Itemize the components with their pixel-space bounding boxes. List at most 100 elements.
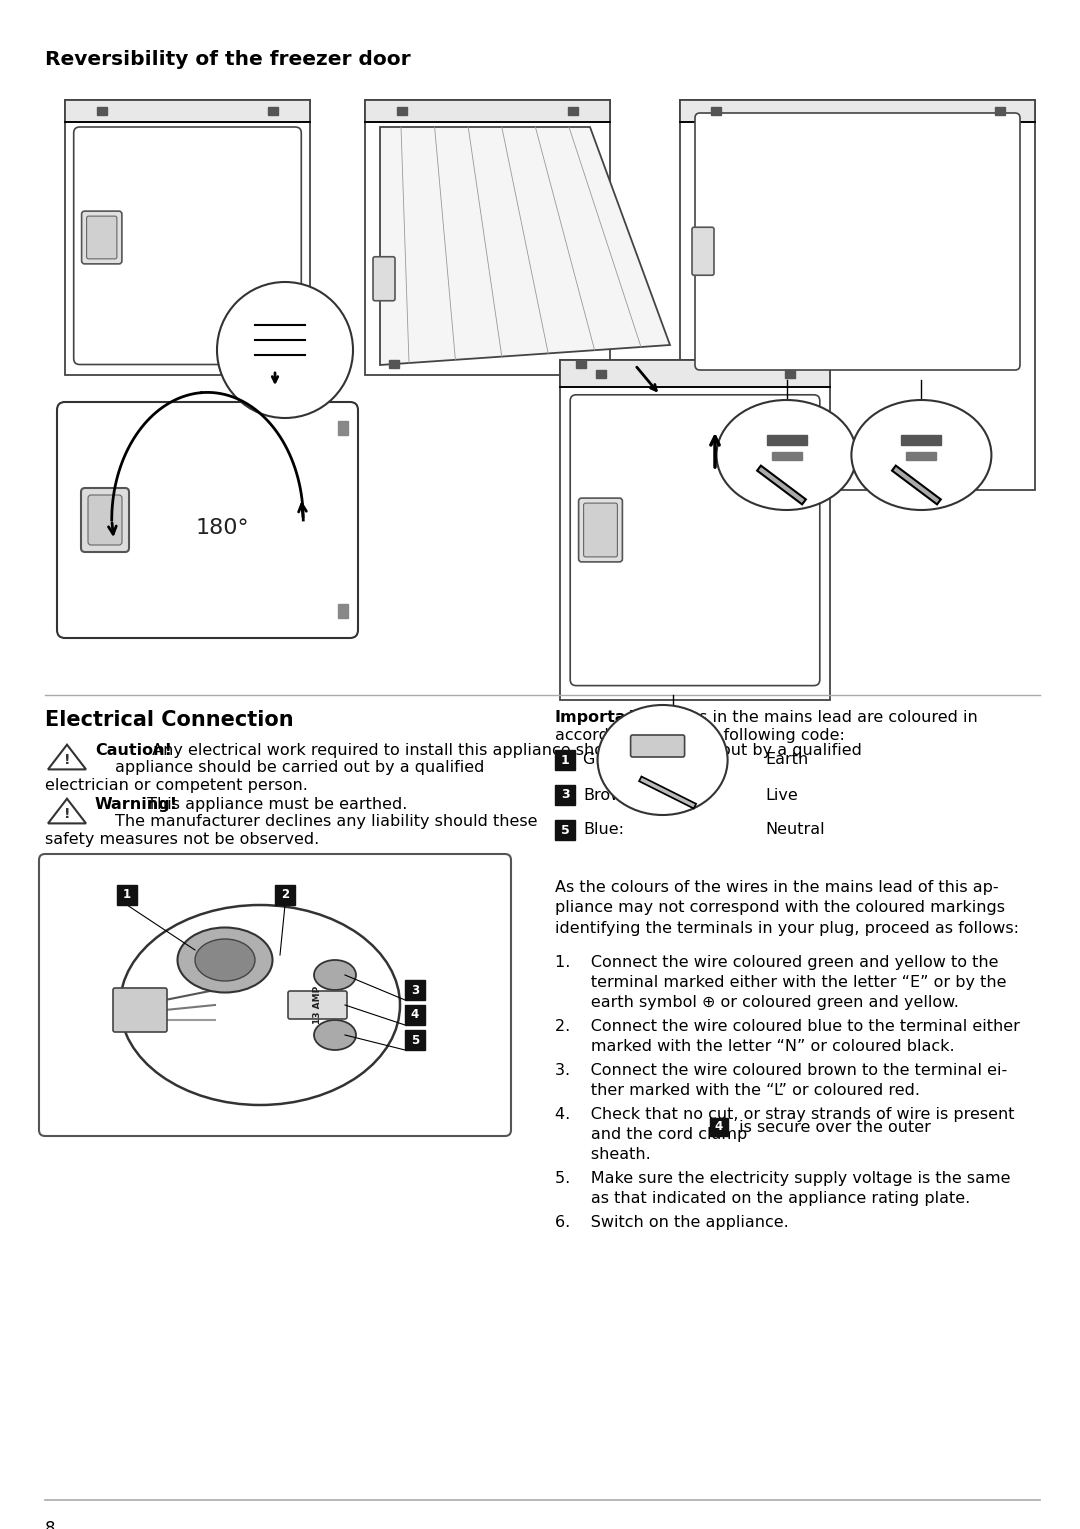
Text: accordance with the following code:: accordance with the following code: [555, 728, 845, 743]
FancyBboxPatch shape [73, 127, 301, 364]
Text: Live: Live [765, 787, 798, 803]
Bar [405, 1031, 426, 1050]
Text: 1: 1 [561, 754, 569, 766]
Text: 4: 4 [410, 1009, 419, 1021]
Ellipse shape [314, 960, 356, 989]
Bar [902, 434, 942, 445]
Text: !: ! [64, 752, 70, 768]
Polygon shape [380, 127, 670, 365]
Bar [405, 980, 426, 1000]
Bar [767, 434, 807, 445]
Bar [275, 885, 295, 905]
Bar [65, 99, 310, 122]
FancyBboxPatch shape [583, 503, 618, 557]
Bar [117, 885, 137, 905]
FancyBboxPatch shape [579, 498, 622, 561]
Text: Warning!: Warning! [95, 797, 178, 812]
Text: Reversibility of the freezer door: Reversibility of the freezer door [45, 50, 410, 69]
Text: 4.    Check that no cut, or stray strands of wire is present: 4. Check that no cut, or stray strands o… [555, 1107, 1014, 1122]
Bar [338, 604, 348, 618]
Text: 4: 4 [715, 1121, 724, 1133]
Bar [405, 1005, 426, 1024]
FancyBboxPatch shape [113, 988, 167, 1032]
Text: 8: 8 [45, 1520, 55, 1529]
Bar [576, 359, 585, 368]
FancyBboxPatch shape [82, 211, 122, 265]
Text: terminal marked either with the letter “E” or by the: terminal marked either with the letter “… [555, 976, 1007, 989]
Text: 180°: 180° [195, 518, 249, 538]
Text: !: ! [64, 807, 70, 821]
Text: 3: 3 [410, 983, 419, 997]
Text: as that indicated on the appliance rating plate.: as that indicated on the appliance ratin… [555, 1191, 970, 1206]
Text: As the colours of the wires in the mains lead of this ap-
pliance may not corres: As the colours of the wires in the mains… [555, 881, 1020, 936]
Text: 3.    Connect the wire coloured brown to the terminal ei-: 3. Connect the wire coloured brown to th… [555, 1063, 1008, 1078]
FancyBboxPatch shape [373, 257, 395, 301]
Bar [771, 453, 801, 460]
FancyBboxPatch shape [86, 216, 117, 258]
Bar [268, 107, 279, 115]
FancyBboxPatch shape [561, 359, 831, 700]
Ellipse shape [851, 401, 991, 511]
Text: The manufacturer declines any liability should these: The manufacturer declines any liability … [114, 813, 538, 829]
Text: 2: 2 [281, 888, 289, 902]
FancyBboxPatch shape [631, 735, 685, 757]
Polygon shape [48, 745, 86, 769]
Bar [561, 359, 831, 387]
Text: 6.    Switch on the appliance.: 6. Switch on the appliance. [555, 1216, 788, 1229]
Bar [710, 1118, 728, 1136]
Text: 1.    Connect the wire coloured green and yellow to the: 1. Connect the wire coloured green and y… [555, 956, 999, 969]
Polygon shape [48, 798, 86, 824]
Text: 5: 5 [561, 824, 569, 836]
Text: earth symbol ⊕ or coloured green and yellow.: earth symbol ⊕ or coloured green and yel… [555, 995, 959, 1011]
FancyBboxPatch shape [81, 488, 129, 552]
Text: marked with the letter “N” or coloured black.: marked with the letter “N” or coloured b… [555, 1040, 955, 1053]
Ellipse shape [597, 705, 728, 815]
Text: Brown:: Brown: [583, 787, 639, 803]
Bar [97, 107, 107, 115]
Text: and the cord clamp: and the cord clamp [555, 1127, 747, 1142]
Text: appliance should be carried out by a qualified: appliance should be carried out by a qua… [114, 760, 484, 775]
FancyBboxPatch shape [65, 99, 310, 375]
FancyBboxPatch shape [696, 113, 1020, 370]
Text: 5.    Make sure the electricity supply voltage is the same: 5. Make sure the electricity supply volt… [555, 1171, 1011, 1187]
Text: 3: 3 [561, 789, 569, 801]
Bar [711, 107, 720, 115]
Text: Neutral: Neutral [765, 823, 825, 838]
Ellipse shape [120, 905, 400, 1105]
Ellipse shape [195, 939, 255, 982]
Text: Earth: Earth [765, 752, 808, 768]
Text: is secure over the outer: is secure over the outer [734, 1119, 931, 1135]
Bar [906, 453, 936, 460]
Bar [680, 99, 1035, 122]
Text: Blue:: Blue: [583, 823, 624, 838]
Text: 5: 5 [410, 1034, 419, 1046]
Circle shape [217, 281, 353, 417]
Ellipse shape [177, 928, 272, 992]
Ellipse shape [314, 1020, 356, 1050]
Bar [365, 99, 610, 122]
Text: Important!: Important! [555, 709, 653, 725]
Text: 1: 1 [123, 888, 131, 902]
Ellipse shape [716, 401, 856, 511]
Bar [390, 359, 400, 368]
Text: This appliance must be earthed.: This appliance must be earthed. [141, 797, 407, 812]
Bar [595, 370, 606, 378]
Bar [995, 107, 1004, 115]
Text: ther marked with the “L” or coloured red.: ther marked with the “L” or coloured red… [555, 1083, 920, 1098]
Text: sheath.: sheath. [555, 1147, 651, 1162]
Bar [555, 751, 575, 771]
FancyBboxPatch shape [57, 402, 357, 638]
Text: Any electrical work required to install this appliance should be carried out by : Any electrical work required to install … [147, 743, 862, 758]
Text: Caution!: Caution! [95, 743, 172, 758]
FancyBboxPatch shape [570, 394, 820, 685]
Text: 13 AMP: 13 AMP [312, 986, 322, 1024]
Bar [338, 420, 348, 434]
Bar [555, 820, 575, 839]
FancyBboxPatch shape [288, 991, 347, 1018]
FancyBboxPatch shape [39, 855, 511, 1136]
Text: 2.    Connect the wire coloured blue to the terminal either: 2. Connect the wire coloured blue to the… [555, 1018, 1020, 1034]
Text: electrician or competent person.: electrician or competent person. [45, 778, 308, 794]
Bar [555, 784, 575, 804]
Text: safety measures not be observed.: safety measures not be observed. [45, 832, 320, 847]
Bar [568, 107, 578, 115]
